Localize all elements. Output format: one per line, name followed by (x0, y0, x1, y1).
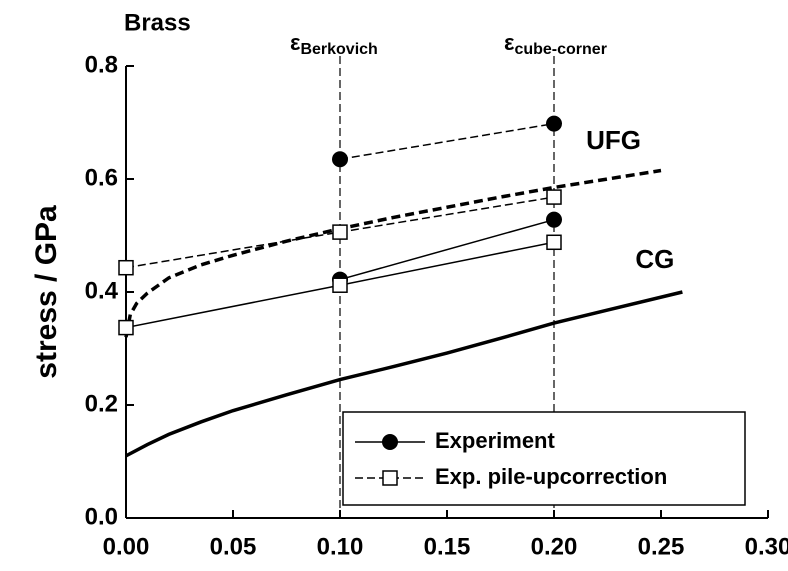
curve-label: CG (635, 244, 674, 274)
y-axis-label: stress / GPa (30, 205, 63, 379)
marker (546, 211, 562, 228)
marker (332, 277, 348, 293)
x-tick-label: 0.05 (210, 533, 257, 560)
series-line (339, 122, 555, 160)
curve-label: UFG (586, 125, 641, 155)
annotation: εBerkovich (290, 30, 378, 58)
annotation-subscript: Berkovich (300, 41, 377, 58)
x-tick-label: 0.25 (638, 533, 685, 560)
legend-marker (382, 470, 398, 486)
y-tick-label: 0.4 (85, 277, 119, 304)
marker (546, 234, 562, 251)
curve (125, 290, 683, 458)
y-tick-label: 0.2 (85, 390, 118, 417)
annotation: εcube-corner (504, 30, 607, 58)
x-tick-label: 0.20 (531, 533, 578, 560)
marker (546, 189, 562, 205)
series-line (339, 218, 555, 281)
x-tick-label: 0.10 (317, 533, 364, 560)
y-tick-label: 0.8 (85, 51, 118, 78)
x-tick-label: 0.30 (745, 533, 788, 560)
legend-box (342, 411, 746, 506)
chart-title: Brass (124, 9, 191, 36)
legend-label: Experiment (435, 428, 555, 453)
y-tick-label: 0.0 (85, 503, 118, 530)
marker (546, 115, 562, 132)
marker (332, 224, 348, 240)
annotation-symbol: ε (290, 30, 301, 55)
annotation-subscript: cube-corner (514, 41, 606, 58)
marker (332, 151, 348, 168)
marker (118, 319, 134, 336)
legend-marker (382, 434, 398, 450)
annotation-symbol: ε (504, 30, 515, 55)
y-tick-label: 0.6 (85, 164, 118, 191)
legend-label: Exp. pile-upcorrection (435, 464, 667, 489)
x-tick-label: 0.00 (103, 533, 150, 560)
x-tick-label: 0.15 (424, 533, 471, 560)
marker (118, 259, 134, 276)
